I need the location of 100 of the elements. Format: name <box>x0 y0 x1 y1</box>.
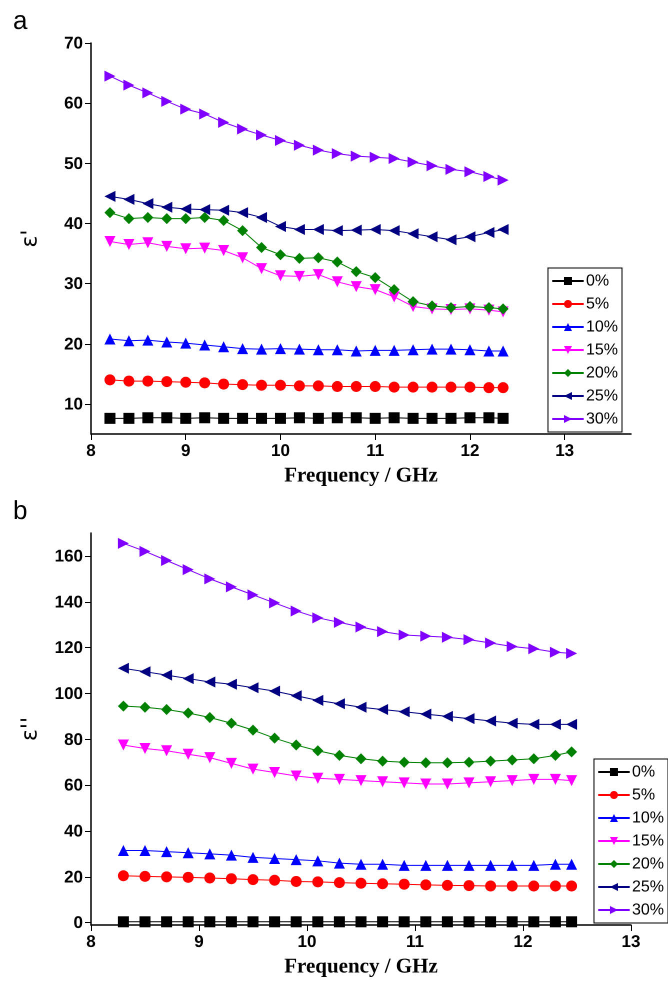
point <box>528 916 540 928</box>
legend-label: 5% <box>632 786 656 804</box>
point <box>566 648 578 659</box>
point <box>550 646 561 658</box>
point <box>550 718 561 730</box>
point <box>426 300 438 312</box>
point <box>256 242 268 254</box>
point <box>204 872 216 884</box>
point <box>204 676 216 688</box>
point <box>312 380 324 392</box>
point <box>442 778 453 790</box>
point <box>483 382 494 394</box>
x-tick-label: 12 <box>460 441 480 460</box>
point <box>290 770 302 782</box>
point <box>334 616 345 628</box>
point <box>161 871 172 882</box>
y-tick-label: 20 <box>64 334 83 354</box>
point <box>256 263 268 274</box>
point <box>332 256 343 268</box>
y-tick-label: 60 <box>64 94 83 113</box>
point <box>332 412 343 424</box>
point <box>370 380 381 392</box>
point <box>294 344 305 355</box>
point <box>199 242 210 254</box>
point <box>269 597 280 608</box>
point <box>199 377 210 388</box>
point <box>123 335 134 346</box>
point <box>248 916 258 928</box>
point <box>442 757 453 768</box>
point <box>485 776 496 788</box>
point <box>370 224 381 235</box>
point <box>199 339 210 350</box>
point <box>528 860 540 871</box>
point <box>218 378 230 390</box>
point <box>370 412 381 424</box>
point <box>312 916 324 928</box>
x-tick-label: 9 <box>181 441 190 460</box>
point <box>312 224 324 235</box>
point <box>356 621 366 632</box>
point <box>464 880 474 892</box>
point <box>237 207 248 218</box>
point <box>446 234 456 246</box>
point <box>294 412 305 424</box>
point <box>483 302 494 314</box>
point <box>483 345 494 356</box>
point <box>142 376 154 387</box>
point <box>426 382 438 393</box>
point <box>104 333 116 344</box>
point <box>180 204 192 215</box>
point <box>334 774 345 785</box>
point <box>140 666 150 678</box>
point <box>312 694 324 706</box>
point <box>204 712 216 724</box>
y-tick-label: 140 <box>54 592 83 612</box>
point <box>446 412 456 424</box>
point <box>218 245 230 256</box>
y-tick-label: 30 <box>64 274 83 294</box>
point <box>199 204 210 216</box>
point <box>274 343 286 354</box>
point <box>161 745 172 756</box>
point <box>420 708 432 720</box>
point <box>248 589 258 600</box>
legend-label: 20% <box>586 364 618 382</box>
point <box>104 412 116 424</box>
x-tick-label: 13 <box>622 932 640 951</box>
legend-label: 5% <box>586 296 610 312</box>
point <box>464 344 476 356</box>
y-tick-label: 20 <box>64 867 83 886</box>
point <box>312 412 324 424</box>
point <box>398 630 410 641</box>
point <box>426 344 438 355</box>
point <box>464 756 474 768</box>
point <box>104 236 116 248</box>
point <box>370 284 381 296</box>
point <box>528 774 540 785</box>
point <box>528 718 540 730</box>
point <box>350 345 362 356</box>
point <box>408 156 419 168</box>
point <box>408 382 419 393</box>
point <box>426 231 438 242</box>
point <box>334 858 345 869</box>
point <box>356 878 366 889</box>
point <box>550 750 561 761</box>
point <box>204 916 216 928</box>
point <box>356 753 366 764</box>
point <box>350 266 362 278</box>
chart-title: b <box>13 495 28 525</box>
y-tick-label: 10 <box>64 394 83 414</box>
point <box>294 224 305 235</box>
point <box>294 380 305 392</box>
point <box>237 379 248 390</box>
point <box>248 852 258 863</box>
point <box>426 412 438 424</box>
point <box>269 853 280 864</box>
point <box>408 296 419 308</box>
point <box>290 740 302 751</box>
point <box>312 344 324 356</box>
point <box>218 204 230 216</box>
point <box>332 276 343 288</box>
point <box>123 239 134 250</box>
